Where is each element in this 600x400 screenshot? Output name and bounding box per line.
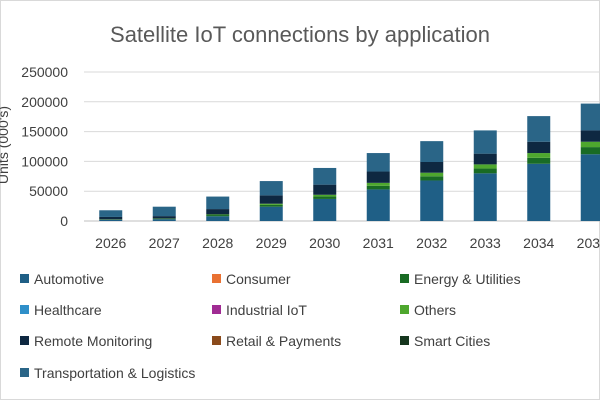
bar-segment — [206, 209, 230, 215]
legend: Automotive Consumer Energy & Utilities Heal… — [20, 271, 521, 381]
y-tick-label: 200000 — [21, 94, 68, 110]
bar-segment — [580, 154, 600, 221]
bar-segment — [99, 219, 123, 221]
bar-segment — [473, 130, 497, 154]
y-axis-ticks: 0 50000 100000 150000 200000 250000 — [21, 64, 68, 229]
legend-label: Transportation & Logistics — [34, 365, 195, 381]
legend-label: Automotive — [34, 271, 104, 287]
x-tick-label: 2031 — [363, 235, 394, 251]
bar-segment — [473, 173, 497, 221]
legend-label: Industrial IoT — [226, 302, 307, 318]
legend-swatch — [212, 274, 221, 283]
bar-segment — [259, 203, 283, 205]
bar-segment — [527, 116, 551, 142]
y-tick-label: 150000 — [21, 124, 68, 140]
bar-segment — [580, 141, 600, 148]
bar-segment — [99, 210, 123, 217]
legend-label: Consumer — [226, 271, 291, 287]
legend-label: Others — [414, 302, 456, 318]
legend-swatch — [400, 305, 409, 314]
x-tick-label: 2028 — [202, 235, 233, 251]
bar-segment — [152, 216, 176, 219]
legend-swatch — [20, 336, 29, 345]
bar-segment — [152, 219, 176, 221]
legend-label: Healthcare — [34, 302, 102, 318]
x-tick-label: 2034 — [523, 235, 554, 251]
x-tick-label: 2033 — [470, 235, 501, 251]
legend-label: Retail & Payments — [226, 333, 341, 349]
y-tick-label: 250000 — [21, 64, 68, 80]
bar-segment — [259, 204, 283, 207]
bar-segment — [420, 172, 444, 177]
legend-swatch — [20, 305, 29, 314]
bar-segment — [473, 168, 497, 174]
x-tick-label: 2035 — [577, 235, 600, 251]
bar-segment — [580, 103, 600, 131]
legend-swatch — [212, 305, 221, 314]
bar-segment — [420, 180, 444, 221]
bar-segment — [366, 153, 390, 172]
bars — [99, 103, 600, 221]
bar-segment — [366, 189, 390, 221]
bar-segment — [580, 147, 600, 155]
legend-label: Energy & Utilities — [414, 271, 521, 287]
legend-swatch — [400, 336, 409, 345]
bar-segment — [366, 171, 390, 183]
bar-segment — [313, 198, 337, 221]
legend-swatch — [212, 336, 221, 345]
bar-segment — [527, 141, 551, 154]
bar-segment — [420, 141, 444, 162]
bar-segment — [313, 194, 337, 197]
x-tick-label: 2032 — [416, 235, 447, 251]
bar-segment — [473, 153, 497, 165]
legend-swatch — [20, 368, 29, 377]
bar-segment — [420, 176, 444, 181]
bar-segment — [313, 184, 337, 195]
bar-segment — [313, 167, 337, 185]
bar-segment — [420, 161, 444, 173]
bar-segment — [206, 215, 230, 217]
bar-segment — [206, 214, 230, 216]
bar-segment — [206, 196, 230, 210]
legend-swatch — [400, 274, 409, 283]
y-tick-label: 100000 — [21, 153, 68, 169]
gridlines — [84, 71, 600, 222]
legend-label: Remote Monitoring — [34, 333, 152, 349]
legend-swatch — [20, 274, 29, 283]
x-tick-label: 2027 — [149, 235, 180, 251]
x-tick-label: 2029 — [256, 235, 287, 251]
y-tick-label: 50000 — [29, 183, 68, 199]
bar-segment — [473, 164, 497, 169]
bar-segment — [259, 195, 283, 204]
bar-segment — [313, 196, 337, 199]
y-tick-label: 0 — [60, 213, 68, 229]
y-axis-label: Units (000's) — [0, 106, 11, 184]
bar-segment — [206, 216, 230, 221]
x-tick-label: 2026 — [95, 235, 126, 251]
bar-segment — [366, 185, 390, 190]
bar-segment — [99, 216, 123, 220]
bar-segment — [259, 181, 283, 196]
bar-segment — [259, 206, 283, 221]
bar-segment — [527, 163, 551, 221]
bar-segment — [527, 153, 551, 158]
x-tick-label: 2030 — [309, 235, 340, 251]
bar-segment — [152, 206, 176, 217]
bar-segment — [366, 182, 390, 186]
x-axis-ticks: 2026 2027 2028 2029 2030 2031 2032 2033 2034 2035 — [95, 235, 600, 251]
bar-segment — [527, 157, 551, 164]
legend-label: Smart Cities — [414, 333, 490, 349]
bar-segment — [580, 130, 600, 142]
chart-title: Satellite IoT connections by application — [110, 22, 490, 47]
